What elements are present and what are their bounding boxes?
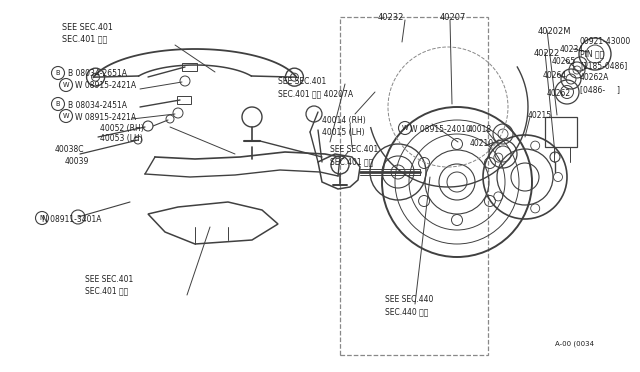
Bar [545, 117, 577, 147]
Text: 40215: 40215 [528, 112, 552, 121]
Text: W 08915-2421A: W 08915-2421A [75, 112, 136, 122]
Text: SEE SEC.401: SEE SEC.401 [85, 275, 133, 283]
Text: W 08915-2421A: W 08915-2421A [75, 81, 136, 90]
Text: 40222: 40222 [534, 49, 560, 58]
Text: N 08911-3401A: N 08911-3401A [42, 215, 102, 224]
Text: SEC.401 参照: SEC.401 参照 [62, 35, 108, 44]
Text: N: N [40, 215, 44, 221]
Text: 00921-43000: 00921-43000 [580, 38, 631, 46]
Text: 40265: 40265 [552, 58, 576, 67]
Text: 40052 (RH): 40052 (RH) [100, 124, 144, 132]
Text: 40262A: 40262A [580, 74, 609, 83]
Text: A-00 (0034: A-00 (0034 [555, 341, 594, 347]
Text: 40202M: 40202M [538, 28, 572, 36]
Text: SEE SEC.401: SEE SEC.401 [278, 77, 326, 87]
Text: 40232: 40232 [378, 13, 404, 22]
Text: B: B [56, 70, 60, 76]
Text: W 08915-24010: W 08915-24010 [410, 125, 471, 134]
Text: 40207: 40207 [440, 13, 467, 22]
Text: [0486-     ]: [0486- ] [580, 86, 620, 94]
Text: SEE SEC.401: SEE SEC.401 [330, 145, 378, 154]
Text: SEE SEC.440: SEE SEC.440 [385, 295, 433, 305]
Text: W: W [63, 82, 69, 88]
Text: PIN ピン: PIN ピン [580, 49, 604, 58]
Text: SEC.401 参照 40207A: SEC.401 参照 40207A [278, 90, 353, 99]
Text: 40053 (LH): 40053 (LH) [100, 134, 143, 142]
Text: 40039: 40039 [65, 157, 90, 167]
Text: 40014 (RH): 40014 (RH) [322, 115, 365, 125]
Text: 40210: 40210 [470, 140, 494, 148]
Text: 40234: 40234 [560, 45, 584, 54]
Text: B: B [56, 101, 60, 107]
Text: 40262: 40262 [547, 90, 571, 99]
Text: 40038C: 40038C [55, 145, 84, 154]
Text: 40264: 40264 [543, 71, 567, 80]
Bar [340, 17, 488, 355]
Text: 40018: 40018 [468, 125, 492, 135]
Text: W: W [63, 113, 69, 119]
Text: SEC.440 参照: SEC.440 参照 [385, 308, 428, 317]
Text: SEC.401 参照: SEC.401 参照 [85, 286, 128, 295]
Text: SEE SEC.401: SEE SEC.401 [62, 22, 113, 32]
Text: B 08034-2651A: B 08034-2651A [68, 70, 127, 78]
Text: W: W [402, 125, 408, 131]
Text: B 08034-2451A: B 08034-2451A [68, 100, 127, 109]
Bar [182, 63, 197, 71]
Text: 40015 (LH): 40015 (LH) [322, 128, 365, 137]
Text: [1185-0486]: [1185-0486] [580, 61, 627, 71]
Text: SEC.401 参照: SEC.401 参照 [330, 157, 373, 167]
Bar [177, 96, 191, 104]
